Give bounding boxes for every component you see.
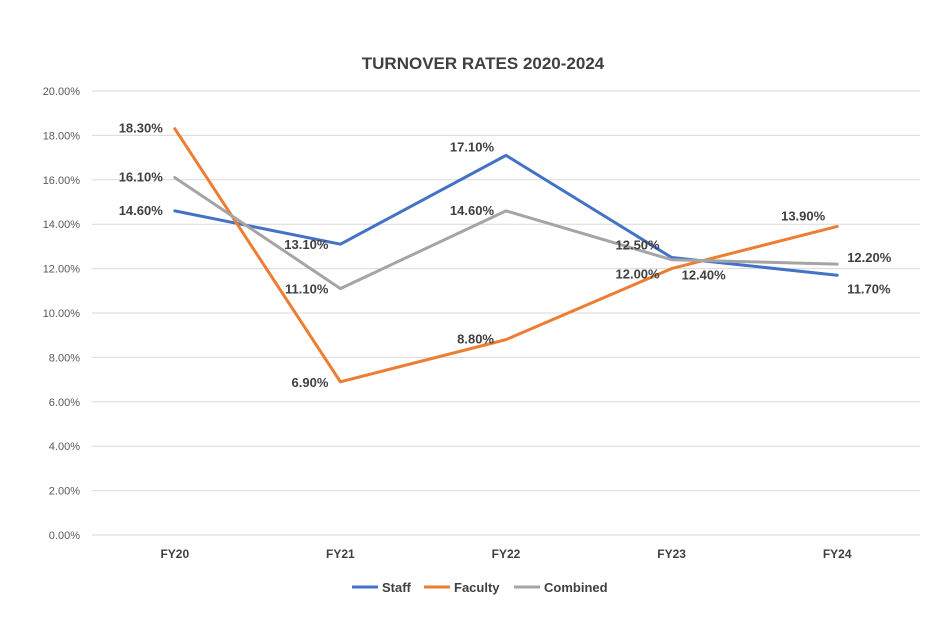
y-tick-label: 2.00%	[49, 486, 80, 498]
data-labels: 14.60% 13.10% 17.10% 12.50% 11.70% 18.30% 6.90…	[119, 121, 892, 390]
data-label-staff: 13.10%	[284, 237, 329, 252]
data-label-combined: 12.20%	[847, 250, 892, 265]
y-tick-label: 20.00%	[43, 86, 81, 98]
x-tick-label: FY23	[657, 547, 686, 561]
legend-label-staff: Staff	[382, 580, 412, 595]
series-lines	[173, 127, 839, 384]
data-label-staff: 17.10%	[450, 139, 495, 154]
data-label-faculty: 18.30%	[119, 121, 164, 136]
legend-label-combined: Combined	[544, 580, 608, 595]
x-tick-label: FY21	[326, 547, 355, 561]
x-tick-label: FY20	[160, 547, 189, 561]
data-label-staff: 12.50%	[616, 238, 661, 253]
y-tick-label: 4.00%	[49, 441, 80, 453]
data-label-staff: 11.70%	[847, 281, 891, 296]
gridlines	[92, 90, 920, 536]
data-label-combined: 12.40%	[682, 268, 727, 283]
chart-title: TURNOVER RATES 2020-2024	[362, 54, 605, 73]
data-label-faculty: 13.90%	[781, 208, 826, 223]
y-tick-label: 16.00%	[43, 175, 81, 187]
legend-label-faculty: Faculty	[454, 580, 500, 595]
series-line-staff	[173, 153, 839, 277]
y-tick-label: 8.00%	[49, 352, 80, 364]
data-label-faculty: 8.80%	[457, 332, 494, 347]
data-label-combined: 16.10%	[119, 170, 164, 185]
y-tick-label: 0.00%	[49, 530, 80, 542]
data-label-staff: 14.60%	[119, 203, 164, 218]
y-tick-label: 6.00%	[49, 397, 80, 409]
data-label-faculty: 12.00%	[616, 267, 661, 282]
series-line-faculty	[173, 127, 839, 384]
data-label-combined: 11.10%	[285, 282, 329, 297]
y-axis-ticks: 0.00% 2.00% 4.00% 6.00% 8.00% 10.00% 12.00% 14.…	[43, 86, 81, 542]
y-tick-label: 12.00%	[43, 264, 81, 276]
x-tick-label: FY24	[823, 547, 852, 561]
data-label-combined: 14.60%	[450, 203, 495, 218]
x-tick-label: FY22	[492, 547, 521, 561]
data-label-faculty: 6.90%	[292, 375, 329, 390]
y-tick-label: 18.00%	[43, 130, 81, 142]
y-tick-label: 10.00%	[43, 308, 81, 320]
x-axis-ticks: FY20 FY21 FY22 FY23 FY24	[160, 547, 851, 561]
series-line-combined	[173, 176, 839, 291]
y-tick-label: 14.00%	[43, 219, 81, 231]
legend: Staff Faculty Combined	[352, 580, 608, 595]
